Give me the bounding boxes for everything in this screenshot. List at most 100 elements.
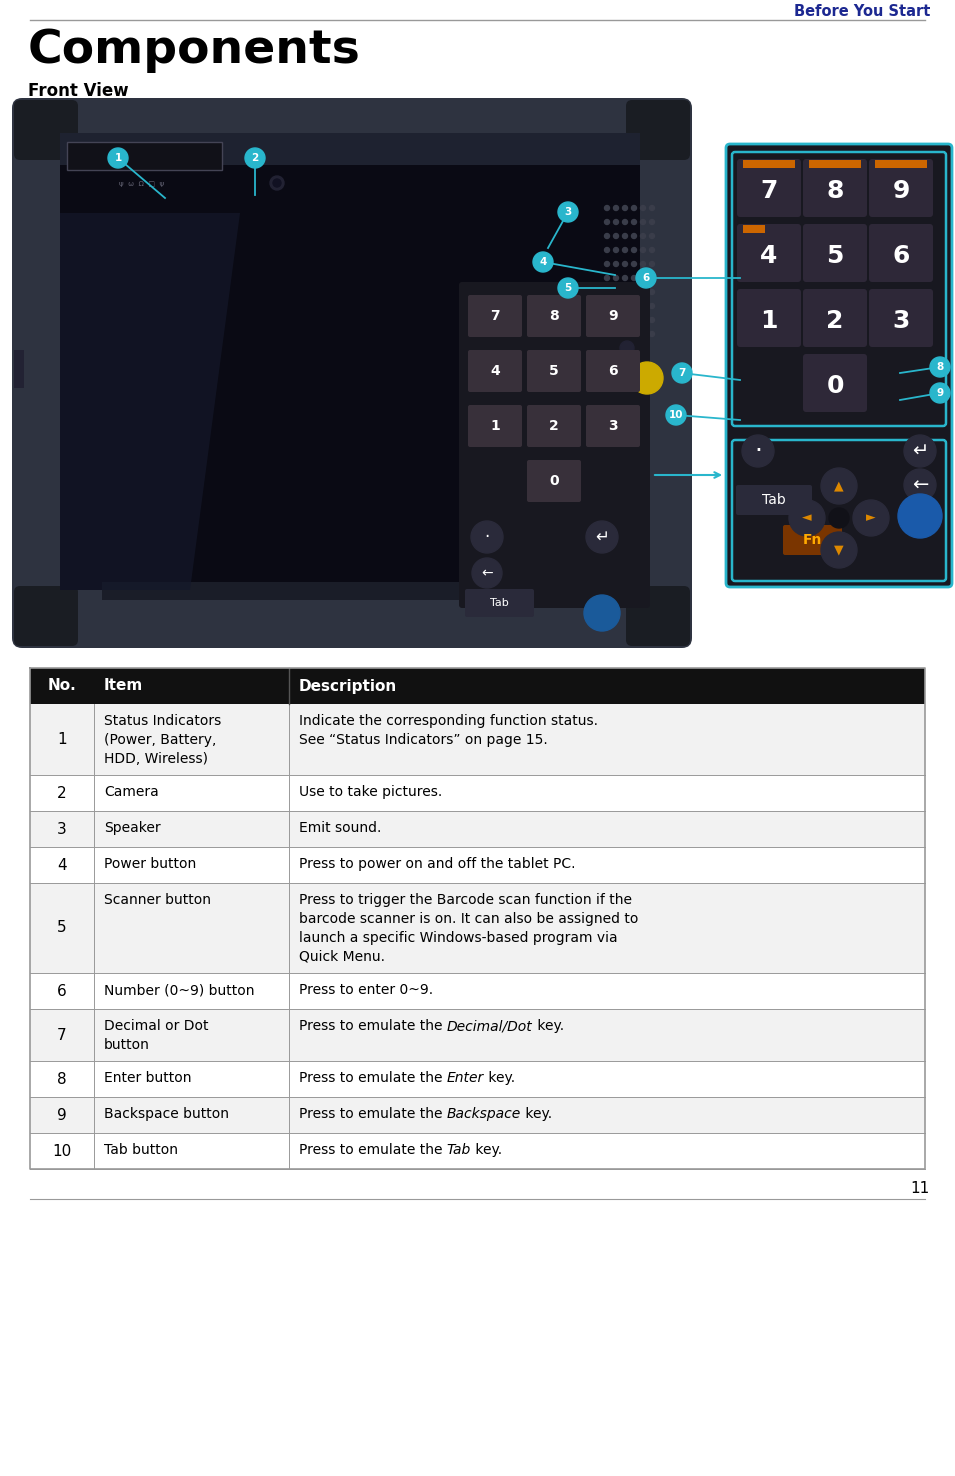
Circle shape	[605, 220, 609, 224]
Text: 9: 9	[892, 179, 910, 204]
Circle shape	[472, 558, 502, 587]
Circle shape	[623, 233, 627, 239]
Text: Press to emulate the: Press to emulate the	[299, 1072, 447, 1085]
Text: Press to trigger the Barcode scan function if the: Press to trigger the Barcode scan functi…	[299, 893, 632, 906]
Bar	[875, 159, 927, 168]
Text: Item: Item	[104, 679, 143, 694]
FancyBboxPatch shape	[803, 289, 867, 347]
Text: Enter button: Enter button	[104, 1072, 192, 1085]
Text: ↵: ↵	[912, 441, 928, 461]
Text: Press to emulate the: Press to emulate the	[299, 1142, 447, 1157]
Bar	[743, 224, 765, 233]
Text: ←: ←	[912, 475, 928, 494]
FancyBboxPatch shape	[732, 152, 946, 427]
Bar	[14, 350, 24, 388]
Text: 5: 5	[549, 365, 559, 378]
Circle shape	[641, 220, 646, 224]
Bar	[30, 973, 925, 1010]
Bar	[67, 142, 222, 170]
Text: 7: 7	[678, 368, 686, 378]
Text: Description: Description	[299, 679, 397, 694]
Text: 6: 6	[643, 273, 649, 283]
Circle shape	[605, 289, 609, 295]
FancyBboxPatch shape	[459, 282, 650, 608]
Text: Front View: Front View	[28, 83, 129, 100]
Circle shape	[789, 500, 825, 536]
Circle shape	[623, 304, 627, 308]
Circle shape	[623, 220, 627, 224]
Circle shape	[631, 304, 636, 308]
Text: 1: 1	[115, 154, 121, 162]
FancyBboxPatch shape	[586, 295, 640, 337]
Text: 7: 7	[760, 179, 777, 204]
Bar	[30, 1010, 925, 1061]
Text: Decimal or Dot: Decimal or Dot	[104, 1018, 208, 1033]
FancyBboxPatch shape	[626, 100, 690, 159]
Text: Power button: Power button	[104, 858, 196, 871]
Text: ↵: ↵	[595, 528, 609, 546]
Circle shape	[649, 233, 654, 239]
Circle shape	[623, 261, 627, 267]
Text: button: button	[104, 1038, 150, 1052]
Circle shape	[613, 276, 619, 280]
Circle shape	[631, 233, 636, 239]
Text: See “Status Indicators” on page 15.: See “Status Indicators” on page 15.	[299, 734, 548, 747]
Text: Scanner button: Scanner button	[104, 893, 211, 906]
Circle shape	[672, 363, 692, 382]
Text: 3: 3	[564, 207, 572, 217]
Circle shape	[821, 531, 857, 568]
Circle shape	[533, 252, 553, 272]
Text: 5: 5	[57, 921, 67, 936]
Circle shape	[641, 276, 646, 280]
Text: 1: 1	[490, 419, 499, 432]
Circle shape	[649, 220, 654, 224]
Circle shape	[649, 205, 654, 211]
Text: 3: 3	[892, 308, 910, 334]
Circle shape	[631, 261, 636, 267]
FancyBboxPatch shape	[732, 440, 946, 582]
Text: 1: 1	[760, 308, 777, 334]
Text: 0: 0	[549, 474, 559, 489]
Text: key.: key.	[471, 1142, 502, 1157]
Circle shape	[649, 248, 654, 252]
Text: 2: 2	[57, 785, 67, 800]
FancyBboxPatch shape	[869, 159, 933, 217]
Text: Tab: Tab	[490, 598, 508, 608]
Text: 11: 11	[911, 1181, 930, 1196]
FancyBboxPatch shape	[736, 486, 812, 515]
Circle shape	[605, 248, 609, 252]
Circle shape	[853, 500, 889, 536]
Circle shape	[613, 261, 619, 267]
Circle shape	[930, 357, 950, 376]
Polygon shape	[60, 213, 240, 590]
Circle shape	[623, 205, 627, 211]
Text: Enter: Enter	[447, 1072, 484, 1085]
Text: Press to power on and off the tablet PC.: Press to power on and off the tablet PC.	[299, 858, 576, 871]
Text: 5: 5	[826, 244, 843, 269]
Text: key.: key.	[521, 1107, 552, 1120]
FancyBboxPatch shape	[869, 224, 933, 282]
FancyBboxPatch shape	[527, 295, 581, 337]
FancyBboxPatch shape	[468, 295, 522, 337]
FancyBboxPatch shape	[14, 100, 78, 159]
FancyBboxPatch shape	[869, 289, 933, 347]
FancyBboxPatch shape	[783, 525, 842, 555]
Bar	[0, 103, 955, 648]
Text: No.: No.	[48, 679, 76, 694]
Circle shape	[631, 289, 636, 295]
Text: 3: 3	[57, 822, 67, 837]
Circle shape	[649, 317, 654, 322]
Circle shape	[631, 205, 636, 211]
Circle shape	[586, 521, 618, 554]
Text: 2: 2	[549, 419, 559, 432]
Circle shape	[649, 261, 654, 267]
Text: ·: ·	[484, 528, 490, 546]
FancyBboxPatch shape	[527, 461, 581, 502]
Bar	[743, 159, 795, 168]
Text: 4: 4	[57, 858, 67, 872]
Circle shape	[613, 332, 619, 337]
Text: 8: 8	[826, 179, 843, 204]
Circle shape	[108, 148, 128, 168]
Text: ·: ·	[754, 438, 762, 463]
Text: 10: 10	[668, 410, 683, 421]
